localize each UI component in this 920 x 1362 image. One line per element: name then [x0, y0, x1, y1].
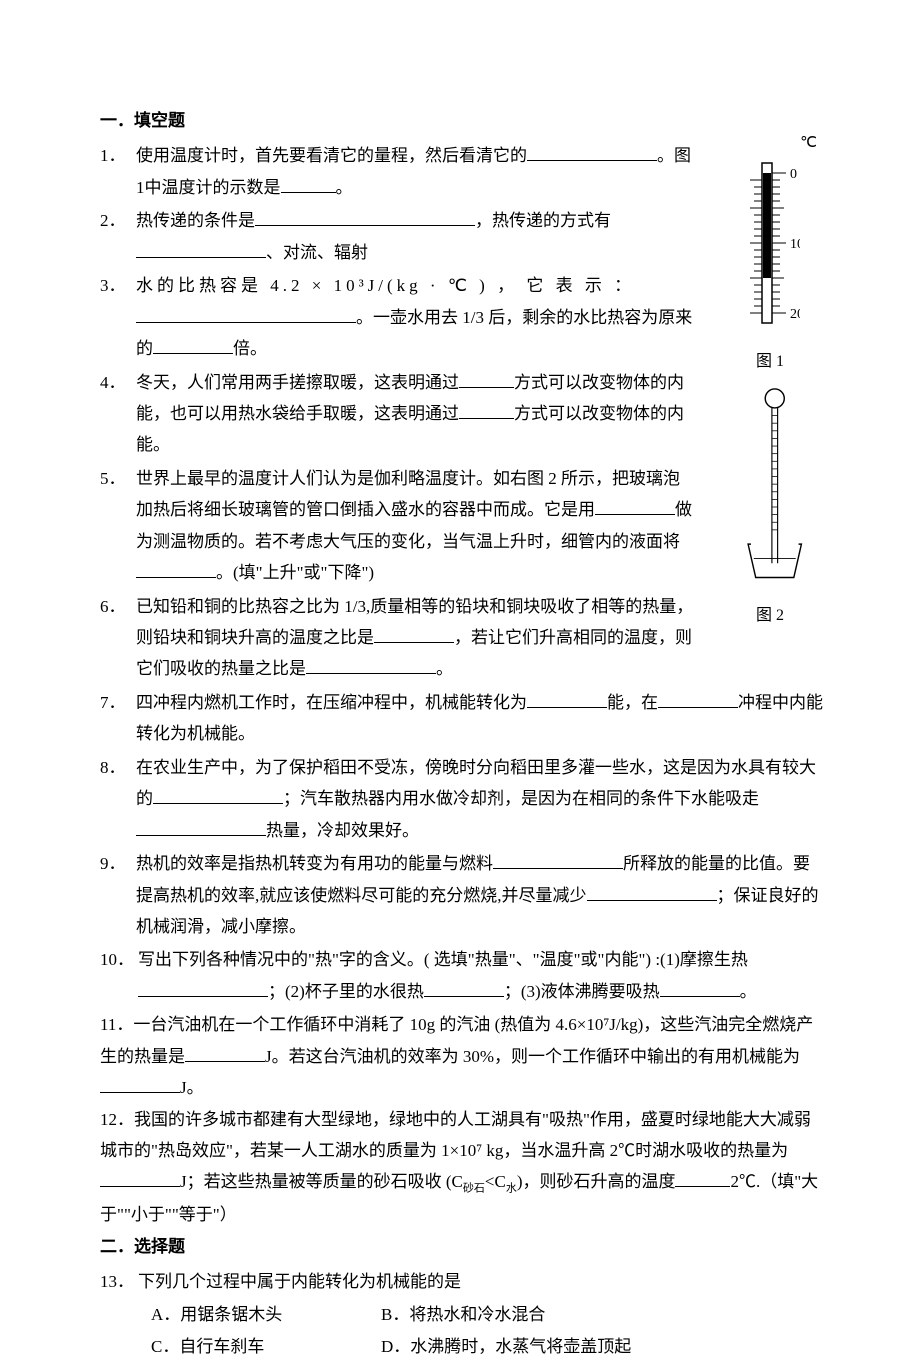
q10-text-b: ；(2)杯子里的水很热 [268, 982, 424, 1001]
q1-text-c: 。 [336, 178, 353, 197]
question-8: 8． 在农业生产中，为了保护稻田不受冻，傍晚时分向稻田里多灌一些水，这是因为水具… [100, 752, 825, 846]
q11-num: 11． [100, 1015, 133, 1034]
q8-text-c: 热量，冷却效果好。 [266, 821, 419, 840]
q13-choice-a: A．用锯条锯木头 [151, 1299, 381, 1330]
q5-text-c: 。(填"上升"或"下降") [216, 563, 374, 582]
unit-label: ℃ [715, 130, 825, 158]
q12-num: 12． [100, 1110, 134, 1129]
blank [100, 1170, 180, 1187]
blank [153, 787, 283, 804]
svg-text:0: 0 [790, 167, 797, 182]
blank [255, 209, 475, 226]
blank [306, 657, 436, 674]
q6-num: 6． [100, 591, 132, 685]
blank [374, 626, 454, 643]
blank [153, 337, 233, 354]
q12-text-c: <C [485, 1172, 506, 1191]
blank [595, 498, 675, 515]
fig2-label: 图 2 [715, 601, 825, 631]
q12-text-d: )，则砂石升高的温度 [517, 1172, 676, 1191]
q11-text-b: J。若这台汽油机的效率为 30%，则一个工作循环中输出的有用机械能为 [265, 1047, 800, 1066]
q7-text-b: 能，在 [607, 693, 658, 712]
svg-text:10: 10 [790, 237, 800, 252]
q13-choice-d: D．水沸腾时，水蒸气将壶盖顶起 [381, 1331, 631, 1362]
blank [527, 144, 657, 161]
q8-text-b: ；汽车散热器内用水做冷却剂，是因为在相同的条件下水能吸走 [283, 789, 759, 808]
blank [658, 691, 738, 708]
q3-num: 3． [100, 270, 132, 364]
section2-title: 二．选择题 [100, 1231, 825, 1262]
q4-text-a: 冬天，人们常用两手搓擦取暖，这表明通过 [136, 373, 459, 392]
q13-num: 13． [100, 1266, 134, 1297]
q2-text-a: 热传递的条件是 [136, 211, 255, 230]
blank [527, 691, 607, 708]
q3-text-a: 水的比热容是 4.2 × 10³J/(kg · ℃ ) ， 它 表 示 ： [136, 276, 635, 295]
fig1-label: 图 1 [715, 347, 825, 377]
q10-num: 10． [100, 944, 134, 1007]
question-12: 12．我国的许多城市都建有大型绿地，绿地中的人工湖具有"吸热"作用，盛夏时绿地能… [100, 1104, 825, 1231]
question-7: 7． 四冲程内燃机工作时，在压缩冲程中，机械能转化为能，在冲程中内能转化为机械能… [100, 687, 825, 750]
q13-choice-b: B．将热水和冷水混合 [381, 1299, 545, 1330]
q13-stem: 下列几个过程中属于内能转化为机械能的是 [138, 1266, 825, 1297]
q1-text-a: 使用温度计时，首先要看清它的量程，然后看清它的 [136, 146, 527, 165]
blank [675, 1170, 730, 1187]
galileo-thermometer-figure [735, 387, 805, 587]
question-13: 13． 下列几个过程中属于内能转化为机械能的是 [100, 1266, 825, 1297]
question-9: 9． 热机的效率是指热机转变为有用功的能量与燃料所释放的能量的比值。要提高热机的… [100, 848, 825, 942]
blank [136, 306, 356, 323]
q2-text-b: ，热传递的方式有 [475, 211, 611, 230]
q3-text-c: 倍。 [233, 339, 267, 358]
question-11: 11．一台汽油机在一个工作循环中消耗了 10g 的汽油 (热值为 4.6×10⁷… [100, 1009, 825, 1103]
q7-num: 7． [100, 687, 132, 750]
q1-num: 1． [100, 140, 132, 203]
blank [660, 980, 740, 997]
q8-num: 8． [100, 752, 132, 846]
q4-num: 4． [100, 367, 132, 461]
q11-text-c: J。 [180, 1078, 204, 1097]
blank [587, 884, 717, 901]
q6-text-c: 。 [436, 659, 453, 678]
blank [424, 980, 504, 997]
q12-sub2: 水 [506, 1183, 517, 1195]
q12-sub1: 砂石 [463, 1183, 485, 1195]
q7-text-a: 四冲程内燃机工作时，在压缩冲程中，机械能转化为 [136, 693, 527, 712]
q2-text-c: 、对流、辐射 [266, 243, 368, 262]
q10-text-a: 写出下列各种情况中的"热"字的含义。( 选填"热量"、"温度"或"内能") :(… [138, 950, 748, 969]
blank [136, 561, 216, 578]
q9-num: 9． [100, 848, 132, 942]
blank [281, 176, 336, 193]
blank [459, 402, 514, 419]
q10-text-c: ；(3)液体沸腾要吸热 [504, 982, 660, 1001]
q12-text-b: J；若这些热量被等质量的砂石吸收 (C [180, 1172, 463, 1191]
blank [493, 852, 623, 869]
blank [185, 1045, 265, 1062]
svg-text:20: 20 [790, 307, 800, 322]
q5-num: 5． [100, 463, 132, 589]
blank [138, 980, 268, 997]
thermometer-figure: 0 10 20 [740, 158, 800, 328]
q12-text-a: 我国的许多城市都建有大型绿地，绿地中的人工湖具有"吸热"作用，盛夏时绿地能大大减… [100, 1110, 811, 1160]
q2-num: 2． [100, 205, 132, 268]
blank [100, 1076, 180, 1093]
blank [136, 819, 266, 836]
question-10: 10． 写出下列各种情况中的"热"字的含义。( 选填"热量"、"温度"或"内能"… [100, 944, 825, 1007]
q10-text-d: 。 [740, 982, 757, 1001]
q13-choice-c: C．自行车刹车 [151, 1331, 381, 1362]
blank [459, 371, 514, 388]
q9-text-a: 热机的效率是指热机转变为有用功的能量与燃料 [136, 854, 493, 873]
blank [136, 241, 266, 258]
